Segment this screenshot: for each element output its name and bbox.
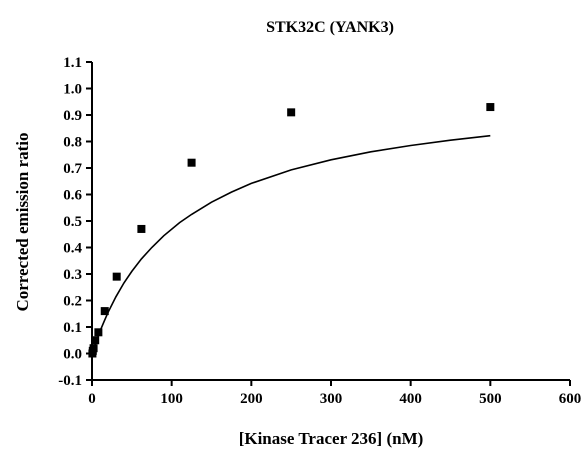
x-ticks: 0 100 200 300 400 500 600: [88, 380, 581, 407]
x-tick-label: 0: [88, 391, 96, 407]
x-tick-label: 400: [399, 391, 422, 407]
data-points: [88, 103, 495, 358]
data-point: [94, 328, 103, 337]
y-tick-label: 0.5: [63, 214, 82, 230]
x-tick-label: 600: [559, 391, 582, 407]
y-tick-label: 0.4: [63, 241, 82, 257]
y-tick-label: 0.2: [63, 294, 82, 310]
data-point: [287, 108, 296, 117]
y-tick-label: 0.3: [63, 267, 82, 283]
x-tick-label: 200: [240, 391, 263, 407]
data-point: [100, 307, 109, 316]
data-point: [486, 103, 495, 112]
fit-curve: [91, 134, 491, 354]
y-tick-label: -0.1: [58, 373, 82, 389]
y-tick-label: 1.0: [63, 82, 82, 98]
x-tick-label: 100: [160, 391, 183, 407]
y-tick-label: 0.8: [63, 135, 82, 151]
chart-title: STK32C (YANK3): [266, 19, 394, 36]
y-tick-label: 0.7: [63, 161, 82, 177]
y-axis-label: Corrected emission ratio: [13, 132, 32, 311]
plot-area: 0 100 200 300 400 500 600 -0.1 0.0 0.1 0.2 0.3 0.4 0…: [58, 55, 581, 407]
y-tick-label: 1.1: [63, 55, 82, 71]
y-tick-label: 0.0: [63, 347, 82, 363]
data-point: [112, 272, 121, 281]
data-point: [91, 336, 100, 345]
data-point: [137, 224, 146, 233]
x-tick-label: 300: [320, 391, 343, 407]
y-tick-label: 0.9: [63, 108, 82, 124]
data-point: [89, 344, 98, 353]
y-tick-label: 0.1: [63, 320, 82, 336]
y-tick-label: 0.6: [63, 188, 82, 204]
x-tick-label: 500: [479, 391, 502, 407]
y-ticks: -0.1 0.0 0.1 0.2 0.3 0.4 0.5 0.6 0.7 0.8 0.9 1.0 1.1: [58, 55, 92, 389]
data-point: [187, 158, 196, 167]
x-axis-label: [Kinase Tracer 236] (nM): [239, 429, 424, 448]
